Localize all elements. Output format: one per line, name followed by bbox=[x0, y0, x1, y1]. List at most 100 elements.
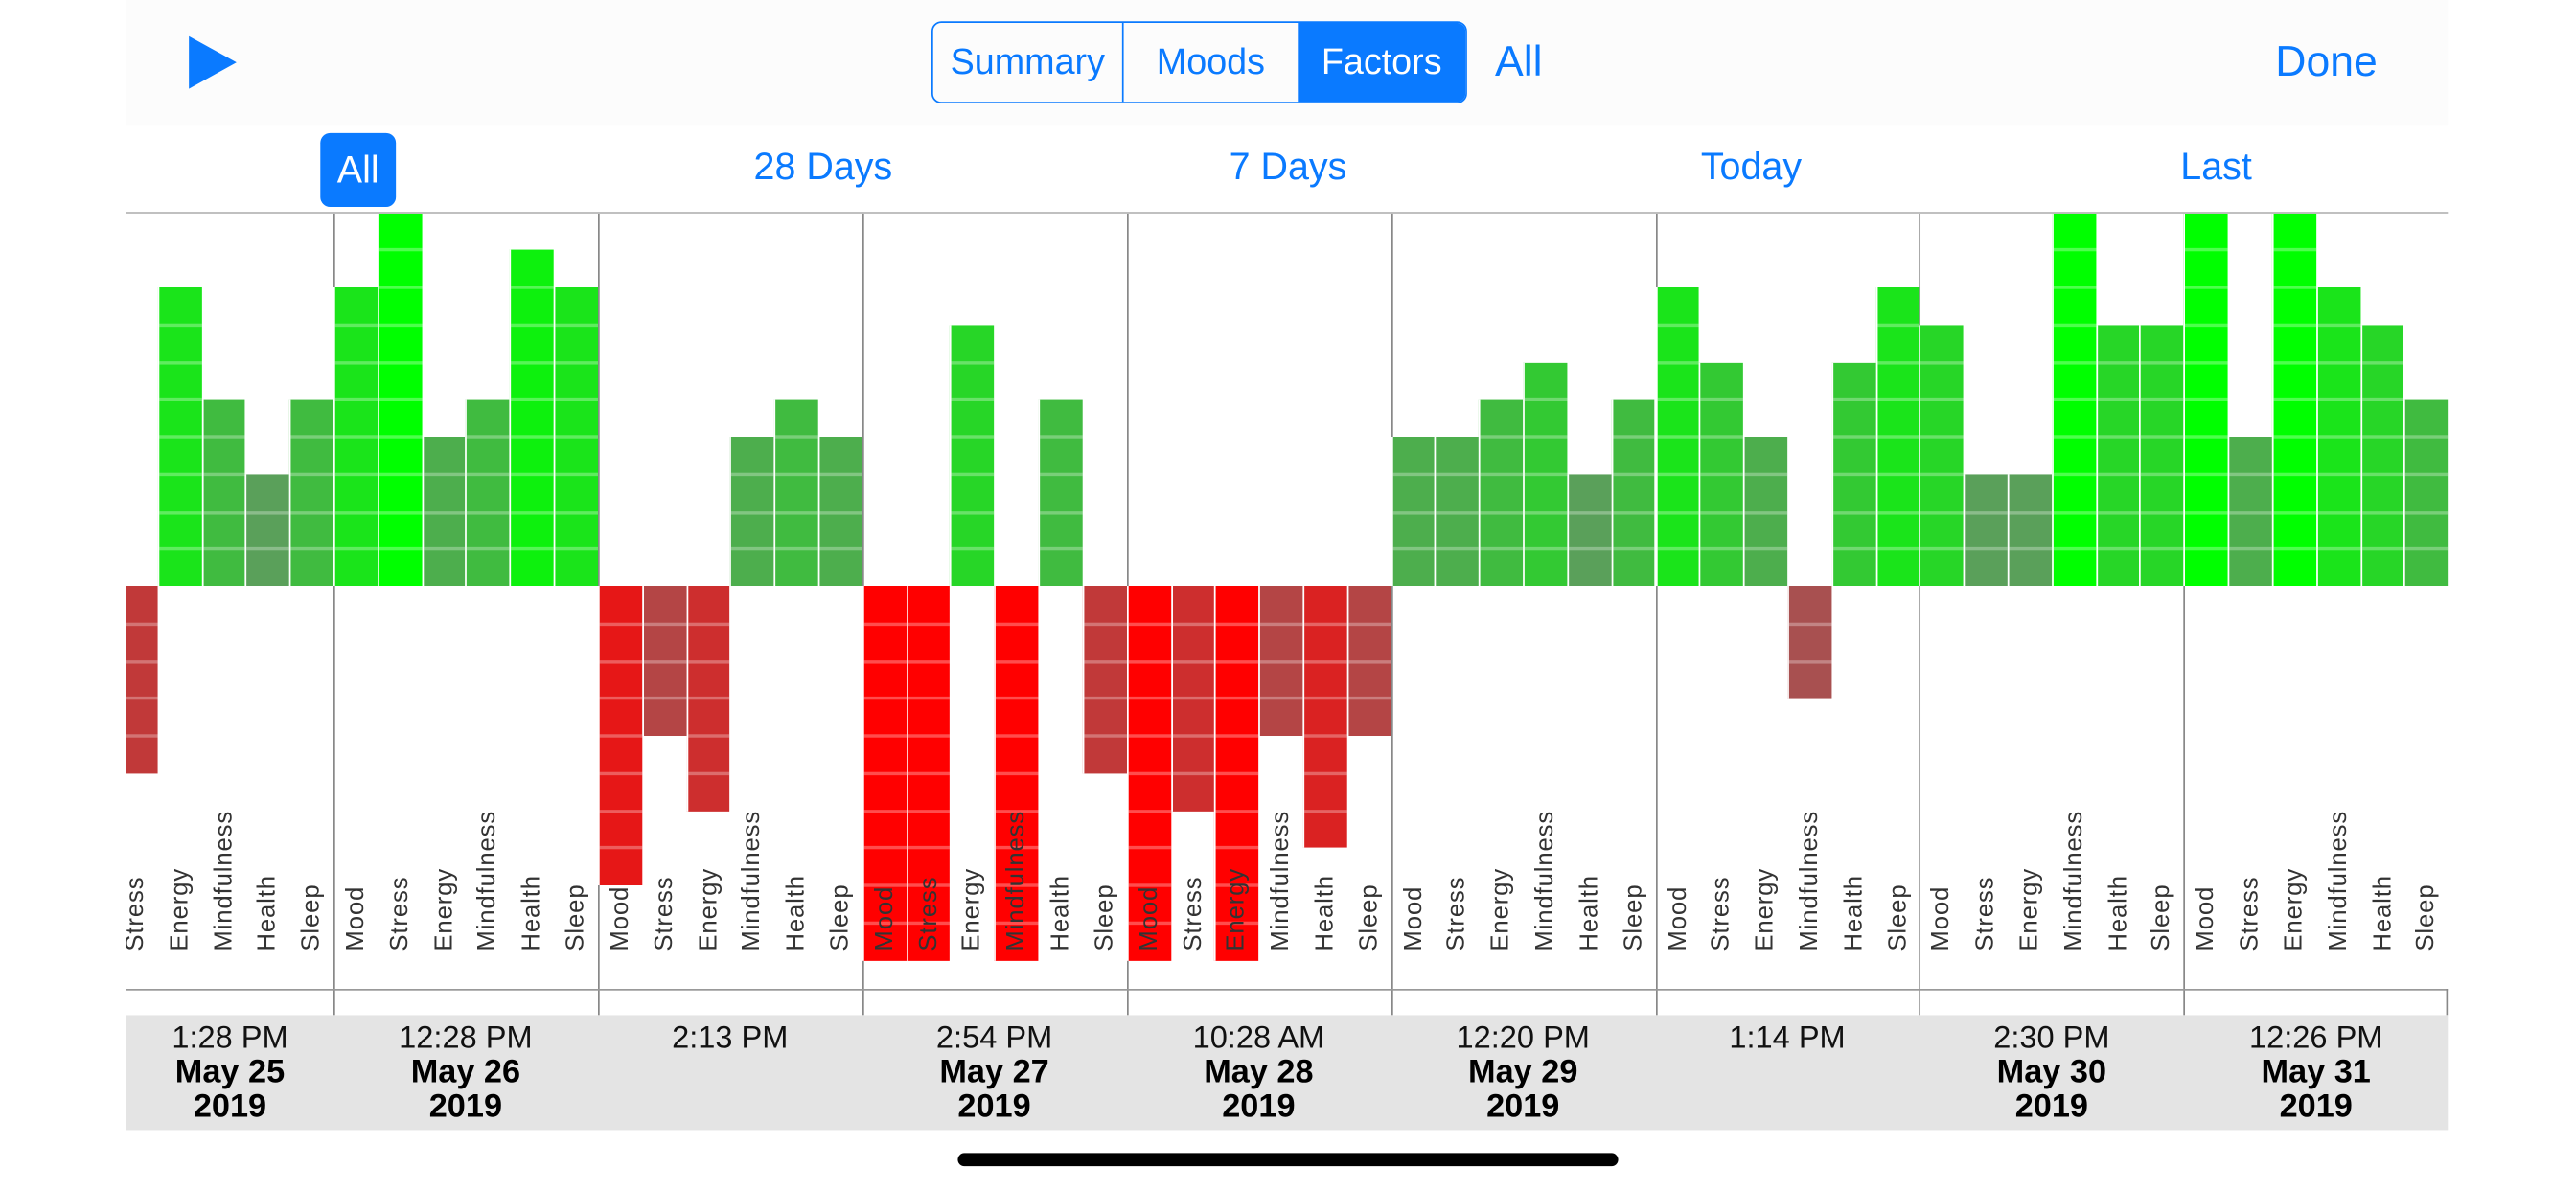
bar-gridline bbox=[731, 472, 774, 476]
entry-divider bbox=[1391, 213, 1393, 1016]
factor-bar[interactable] bbox=[950, 325, 995, 587]
factor-label: Health bbox=[1310, 875, 1340, 951]
tab-moods[interactable]: Moods bbox=[1156, 40, 1266, 82]
factor-bar[interactable] bbox=[465, 400, 510, 587]
factor-bar[interactable] bbox=[2404, 400, 2449, 587]
home-indicator[interactable] bbox=[957, 1153, 1619, 1167]
factor-bar[interactable] bbox=[1874, 287, 1920, 587]
factor-bar[interactable] bbox=[2227, 437, 2272, 587]
factor-bar[interactable] bbox=[1214, 586, 1259, 961]
factor-bar[interactable] bbox=[1611, 400, 1656, 587]
entry-date: May 30 bbox=[1996, 1054, 2107, 1091]
factor-bar[interactable] bbox=[1699, 362, 1744, 587]
factor-bar[interactable] bbox=[729, 437, 774, 587]
bar-gridline bbox=[2317, 435, 2360, 439]
entry-year: 2019 bbox=[428, 1088, 503, 1126]
tab-summary[interactable]: Summary bbox=[933, 23, 1124, 103]
factor-bar[interactable] bbox=[1831, 362, 1875, 587]
factor-bar[interactable] bbox=[2007, 474, 2052, 587]
factor-bar[interactable] bbox=[421, 437, 466, 587]
bar-gridline bbox=[2185, 472, 2228, 476]
factor-bar[interactable] bbox=[2051, 213, 2096, 587]
factor-label: Health bbox=[1575, 875, 1603, 951]
range-today[interactable]: Today bbox=[1700, 144, 1803, 188]
bar-gridline bbox=[952, 547, 995, 551]
range-all[interactable]: All bbox=[320, 132, 397, 208]
all-button[interactable]: All bbox=[1495, 35, 1543, 86]
bar-gridline bbox=[334, 360, 378, 364]
factor-bar[interactable] bbox=[2183, 213, 2228, 587]
factor-bar[interactable] bbox=[126, 586, 158, 774]
bar-gridline bbox=[202, 547, 246, 551]
factor-label: Mindfulness bbox=[2059, 810, 2088, 951]
factor-bar[interactable] bbox=[1523, 362, 1568, 587]
factor-bar[interactable] bbox=[597, 586, 642, 886]
factor-bar[interactable] bbox=[1567, 474, 1612, 587]
factor-bar[interactable] bbox=[2315, 287, 2360, 587]
factor-bar[interactable] bbox=[1743, 437, 1788, 587]
factor-bar[interactable] bbox=[1479, 400, 1524, 587]
factor-bar[interactable] bbox=[1082, 586, 1127, 774]
bar-gridline bbox=[643, 697, 686, 700]
entry-divider bbox=[2183, 213, 2186, 1016]
factor-bar[interactable] bbox=[1391, 437, 1436, 587]
factor-bar[interactable] bbox=[157, 287, 202, 587]
factor-bar[interactable] bbox=[1126, 586, 1171, 961]
factor-bar[interactable] bbox=[862, 586, 907, 961]
factor-bar[interactable] bbox=[1919, 325, 1964, 587]
factor-bar[interactable] bbox=[994, 586, 1039, 961]
factor-bar[interactable] bbox=[817, 437, 862, 587]
bar-gridline bbox=[863, 921, 907, 925]
factor-bar[interactable] bbox=[2271, 213, 2316, 587]
bar-gridline bbox=[1216, 771, 1259, 775]
tab-factors[interactable]: Factors bbox=[1298, 23, 1466, 103]
factor-bar[interactable] bbox=[334, 287, 378, 587]
factor-bar[interactable] bbox=[201, 400, 246, 587]
factor-bar[interactable] bbox=[1787, 586, 1832, 699]
done-button[interactable]: Done bbox=[2275, 35, 2378, 86]
factors-chart[interactable]: Mood Stress Energy Mindfulness Health Sleep Mo… bbox=[126, 213, 2449, 1016]
range-last[interactable]: Last bbox=[2180, 144, 2252, 188]
bar-gridline bbox=[334, 547, 378, 551]
factor-bar[interactable] bbox=[2139, 325, 2184, 587]
factor-label: Sleep bbox=[1354, 883, 1384, 951]
factor-bar[interactable] bbox=[641, 586, 686, 737]
bar-gridline bbox=[158, 472, 202, 476]
play-triangle-icon[interactable] bbox=[189, 35, 237, 89]
factor-bar[interactable] bbox=[1038, 400, 1083, 587]
bar-gridline bbox=[1656, 398, 1700, 401]
bar-gridline bbox=[2141, 472, 2184, 476]
bar-gridline bbox=[334, 323, 378, 327]
factor-bar[interactable] bbox=[245, 474, 290, 587]
factor-bar[interactable] bbox=[377, 213, 422, 587]
factor-bar[interactable] bbox=[685, 586, 730, 812]
entry-year: 2019 bbox=[1486, 1088, 1560, 1126]
bar-gridline bbox=[1480, 547, 1524, 551]
bar-gridline bbox=[1348, 659, 1392, 663]
factor-bar[interactable] bbox=[2095, 325, 2140, 587]
range-7-days[interactable]: 7 Days bbox=[1229, 144, 1347, 188]
bar-gridline bbox=[2141, 360, 2184, 364]
factor-bar[interactable] bbox=[773, 400, 818, 587]
factor-label: Mindfulness bbox=[2324, 810, 2353, 951]
bar-gridline bbox=[1304, 697, 1347, 700]
bar-gridline bbox=[2185, 248, 2228, 252]
factor-bar[interactable] bbox=[1655, 287, 1700, 587]
factor-bar[interactable] bbox=[509, 250, 554, 587]
bar-gridline bbox=[290, 510, 334, 514]
factor-bar[interactable] bbox=[553, 287, 598, 587]
factor-bar[interactable] bbox=[1302, 586, 1347, 849]
bar-gridline bbox=[1480, 510, 1524, 514]
factor-bar[interactable] bbox=[289, 400, 334, 587]
factor-bar[interactable] bbox=[906, 586, 951, 961]
range-28-days[interactable]: 28 Days bbox=[753, 144, 893, 188]
factor-bar[interactable] bbox=[1435, 437, 1480, 587]
factor-label: Energy bbox=[958, 867, 987, 951]
factor-bar[interactable] bbox=[1258, 586, 1303, 737]
factor-bar[interactable] bbox=[1170, 586, 1215, 812]
factor-label: Mindfulness bbox=[738, 810, 767, 951]
factor-bar[interactable] bbox=[1346, 586, 1392, 737]
bar-gridline bbox=[555, 398, 598, 401]
factor-bar[interactable] bbox=[2359, 325, 2404, 587]
factor-bar[interactable] bbox=[1963, 474, 2008, 587]
